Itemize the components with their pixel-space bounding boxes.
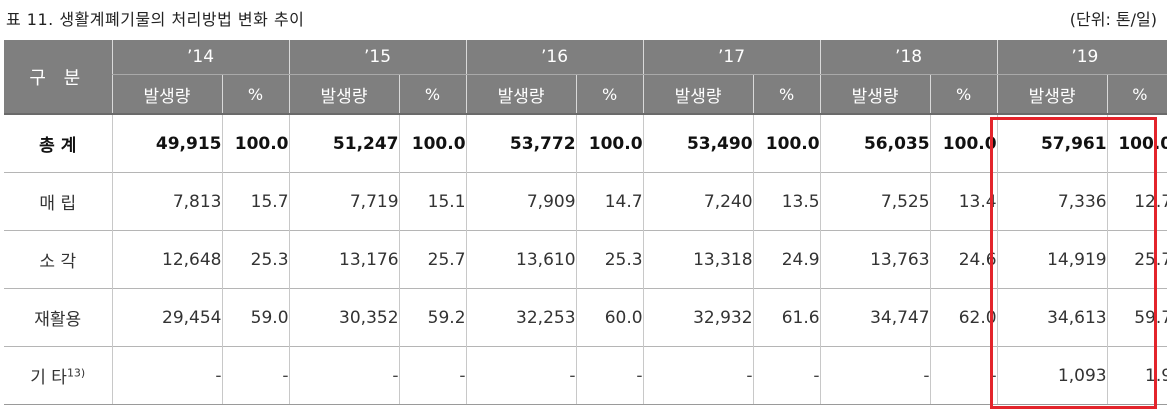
amount-cell: - xyxy=(819,346,931,405)
percent-header: % xyxy=(575,74,644,114)
percent-header: % xyxy=(398,74,467,114)
unit-label: (단위: 톤/일) xyxy=(1069,10,1157,29)
percent-cell: 100.0 xyxy=(752,113,821,173)
percent-cell: - xyxy=(929,346,998,405)
amount-cell: - xyxy=(111,346,222,405)
percent-cell: 100.0 xyxy=(1106,113,1167,173)
percent-cell: 13.5 xyxy=(752,172,821,231)
amount-cell: - xyxy=(642,346,754,405)
amount-cell: 49,915 xyxy=(111,113,222,173)
percent-cell: 1.9 xyxy=(1106,346,1167,405)
table-body: 총 계 49,915 100.0 51,247 100.0 53,772 100.0 53,4… xyxy=(4,113,1167,405)
amount-cell: 51,247 xyxy=(288,113,400,173)
amount-cell: 57,961 xyxy=(996,113,1108,173)
amount-cell: 34,747 xyxy=(819,288,931,347)
row-label: 소 각 xyxy=(4,230,112,289)
amount-cell: - xyxy=(288,346,400,405)
percent-cell: 15.7 xyxy=(221,172,290,231)
amount-cell: 56,035 xyxy=(819,113,931,173)
amount-cell: 13,176 xyxy=(288,230,400,289)
amount-cell: 7,909 xyxy=(465,172,577,231)
percent-header: % xyxy=(929,74,998,114)
table-row: 소 각 12,648 25.3 13,176 25.7 13,610 25.3 13,318 2… xyxy=(4,230,1167,289)
percent-cell: 25.3 xyxy=(221,230,290,289)
amount-cell: 53,490 xyxy=(642,113,754,173)
amount-header: 발생량 xyxy=(288,74,400,114)
amount-cell: 7,813 xyxy=(111,172,222,231)
percent-cell: - xyxy=(221,346,290,405)
amount-cell: 30,352 xyxy=(288,288,400,347)
row-label-text: 매 립 xyxy=(39,194,77,214)
percent-cell: 14.7 xyxy=(575,172,644,231)
amount-cell: 7,336 xyxy=(996,172,1108,231)
percent-cell: 25.7 xyxy=(398,230,467,289)
footnote-marker: 13) xyxy=(66,366,86,380)
amount-header: 발생량 xyxy=(465,74,577,114)
amount-cell: 13,610 xyxy=(465,230,577,289)
amount-cell: 53,772 xyxy=(465,113,577,173)
amount-cell: 7,719 xyxy=(288,172,400,231)
percent-cell: 61.6 xyxy=(752,288,821,347)
percent-cell: 100.0 xyxy=(575,113,644,173)
percent-cell: 13.4 xyxy=(929,172,998,231)
amount-header: 발생량 xyxy=(111,74,222,114)
percent-cell: 24.6 xyxy=(929,230,998,289)
percent-cell: 15.1 xyxy=(398,172,467,231)
table-row: 총 계 49,915 100.0 51,247 100.0 53,772 100.0 53,4… xyxy=(4,113,1167,173)
amount-cell: 12,648 xyxy=(111,230,222,289)
row-label-text: 총 계 xyxy=(39,136,77,156)
row-label: 기 타13) xyxy=(4,346,112,405)
percent-cell: 100.0 xyxy=(929,113,998,173)
table-caption: 표 11. 생활계폐기물의 처리방법 변화 추이 xyxy=(6,10,305,29)
percent-cell: - xyxy=(752,346,821,405)
row-label-text: 기 타 xyxy=(30,368,67,388)
percent-cell: 25.7 xyxy=(1106,230,1167,289)
row-label-text: 소 각 xyxy=(39,252,77,272)
amount-cell: 32,932 xyxy=(642,288,754,347)
row-label: 재활용 xyxy=(4,288,112,347)
amount-cell: 14,919 xyxy=(996,230,1108,289)
percent-header: % xyxy=(221,74,290,114)
waste-treatment-table: 구 분 ’14 ’15 ’16 ’17 ’18 ’19 발생량 % 발생량 % … xyxy=(4,40,1167,405)
table-row: 기 타13) - - - - - - - - - -1,093 1.9 xyxy=(4,346,1167,405)
percent-cell: 25.3 xyxy=(575,230,644,289)
table-row: 재활용 29,454 59.0 30,352 59.2 32,253 60.0 32,932 6… xyxy=(4,288,1167,347)
amount-cell: 7,240 xyxy=(642,172,754,231)
percent-cell: - xyxy=(398,346,467,405)
percent-cell: 24.9 xyxy=(752,230,821,289)
amount-header: 발생량 xyxy=(819,74,931,114)
amount-cell: 13,318 xyxy=(642,230,754,289)
amount-cell: 1,093 xyxy=(996,346,1108,405)
percent-cell: 12.7 xyxy=(1106,172,1167,231)
row-label-text: 재활용 xyxy=(34,310,82,330)
amount-cell: - xyxy=(465,346,577,405)
amount-cell: 32,253 xyxy=(465,288,577,347)
percent-header: % xyxy=(752,74,821,114)
amount-cell: 13,763 xyxy=(819,230,931,289)
amount-header: 발생량 xyxy=(642,74,754,114)
percent-cell: 59.0 xyxy=(221,288,290,347)
year-header: ’19 xyxy=(996,40,1167,75)
row-label: 총 계 xyxy=(4,113,112,173)
percent-cell: 60.0 xyxy=(575,288,644,347)
amount-cell: 7,525 xyxy=(819,172,931,231)
amount-cell: 29,454 xyxy=(111,288,222,347)
year-header: ’14 xyxy=(111,40,290,75)
percent-header: % xyxy=(1106,74,1167,114)
percent-cell: - xyxy=(575,346,644,405)
percent-cell: 100.0 xyxy=(221,113,290,173)
year-header: ’15 xyxy=(288,40,467,75)
percent-cell: 62.0 xyxy=(929,288,998,347)
table-row: 매 립 7,813 15.7 7,719 15.1 7,909 14.7 7,240 13.5 7… xyxy=(4,172,1167,231)
row-label: 매 립 xyxy=(4,172,112,231)
percent-cell: 59.7 xyxy=(1106,288,1167,347)
amount-cell: 34,613 xyxy=(996,288,1108,347)
category-header: 구 분 xyxy=(4,40,112,115)
year-header: ’16 xyxy=(465,40,644,75)
year-header: ’18 xyxy=(819,40,998,75)
amount-header: 발생량 xyxy=(996,74,1108,114)
year-header: ’17 xyxy=(642,40,821,75)
percent-cell: 100.0 xyxy=(398,113,467,173)
percent-cell: 59.2 xyxy=(398,288,467,347)
